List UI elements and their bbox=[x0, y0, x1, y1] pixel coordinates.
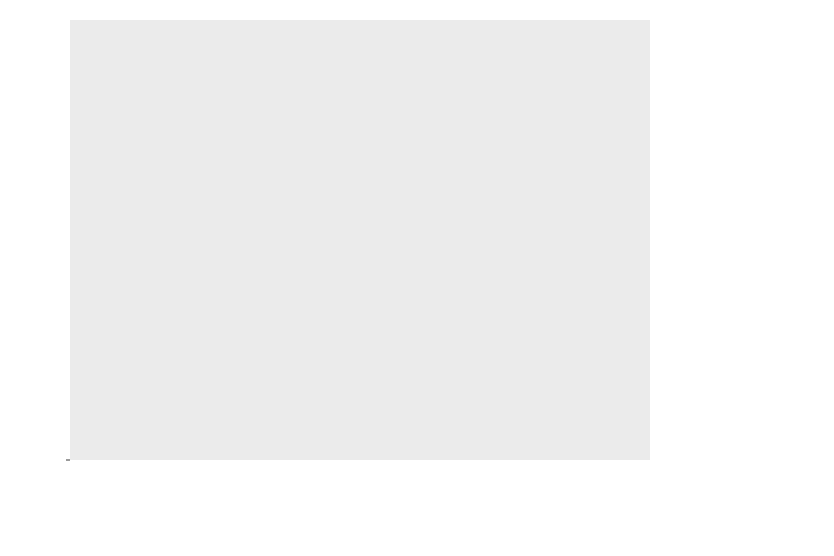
chart-svg bbox=[0, 0, 834, 556]
plot-panel bbox=[70, 20, 650, 460]
chart-root bbox=[0, 0, 834, 556]
